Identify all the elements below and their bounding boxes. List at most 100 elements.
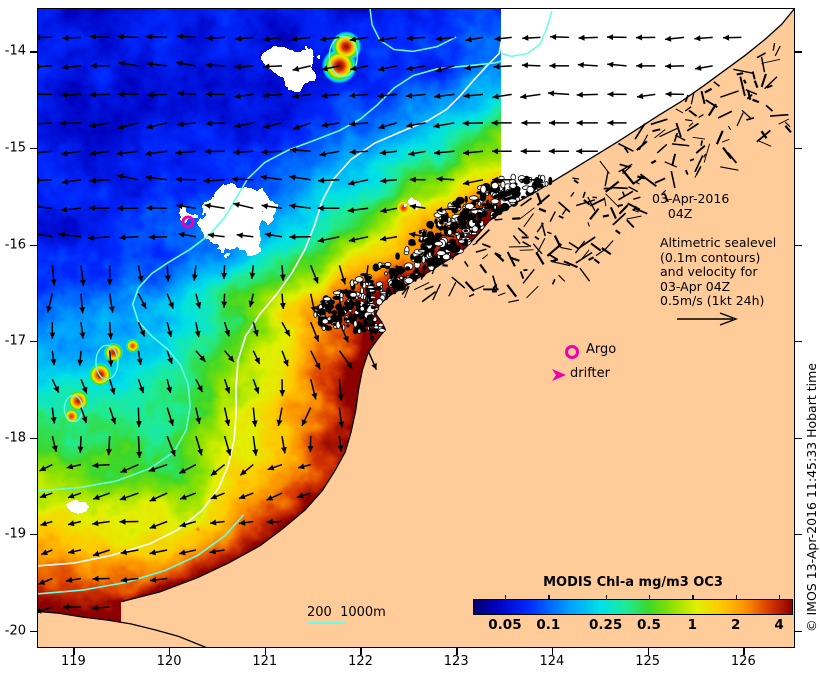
velocity-arrow — [205, 91, 225, 98]
velocity-arrow — [117, 205, 139, 212]
inlet — [656, 143, 668, 154]
inlet — [549, 211, 556, 223]
inlet — [593, 258, 600, 264]
velocity-arrow — [577, 62, 598, 68]
island — [418, 229, 422, 235]
velocity-arrow — [262, 92, 283, 99]
velocity-arrow — [234, 122, 254, 129]
velocity-arrow — [405, 92, 426, 99]
velocity-arrow — [249, 265, 256, 279]
colorbar-tick-label: 0.25 — [588, 617, 623, 633]
island — [324, 304, 330, 313]
velocity-arrow — [348, 236, 369, 243]
velocity-arrow — [178, 231, 197, 238]
island — [493, 194, 501, 199]
velocity-arrow — [67, 520, 82, 527]
velocity-arrow — [349, 120, 369, 127]
inlet — [557, 201, 571, 213]
island — [509, 182, 517, 189]
velocity-arrow — [548, 148, 570, 155]
x-tick-label: 120 — [156, 654, 182, 669]
inlet — [765, 104, 774, 112]
inlet — [627, 202, 641, 211]
island — [400, 268, 406, 273]
velocity-arrow — [177, 121, 196, 128]
y-tick-label: -14 — [4, 43, 26, 59]
velocity-arrow — [319, 36, 340, 43]
island — [458, 239, 466, 244]
velocity-arrow — [635, 34, 656, 41]
inlet — [751, 71, 756, 80]
inlet — [506, 284, 518, 298]
inlet — [468, 293, 475, 298]
velocity-arrow — [298, 463, 311, 470]
velocity-arrow — [266, 492, 283, 501]
island — [520, 195, 526, 199]
velocity-arrow — [195, 350, 206, 363]
inlet — [475, 228, 491, 244]
island — [344, 288, 348, 292]
velocity-arrow — [117, 91, 139, 98]
velocity-arrow — [261, 149, 283, 155]
inlet — [688, 122, 694, 127]
inlet — [575, 251, 593, 264]
velocity-arrow — [378, 122, 398, 130]
inlet — [621, 191, 626, 197]
velocity-arrow — [50, 350, 57, 366]
inlet — [663, 192, 669, 203]
island — [370, 305, 377, 310]
credit-text: © IMOS 13-Apr-2016 11:45:33 Hobart time — [804, 363, 819, 632]
inlet — [720, 90, 739, 98]
inlet — [522, 241, 532, 248]
inlet — [558, 215, 564, 219]
inlet — [632, 177, 643, 185]
velocity-arrow — [51, 435, 58, 453]
inlet — [535, 251, 545, 265]
velocity-arrow — [549, 119, 570, 126]
velocity-arrow — [491, 119, 512, 126]
inlet — [587, 222, 590, 227]
island — [544, 181, 549, 187]
inlet — [494, 218, 503, 221]
velocity-arrow — [58, 231, 82, 238]
inlet — [739, 76, 746, 97]
y-tick-right — [795, 534, 802, 536]
island — [498, 204, 504, 212]
inlet — [736, 72, 744, 76]
y-tick-right — [795, 341, 802, 343]
velocity-arrow — [146, 61, 168, 68]
inlet — [604, 171, 609, 187]
colorbar-tick — [692, 595, 694, 599]
velocity-arrow — [338, 350, 353, 370]
velocity-arrow — [606, 34, 627, 41]
velocity-arrow — [191, 265, 198, 281]
velocity-arrow — [408, 231, 426, 238]
inlet — [506, 251, 516, 267]
inlet — [745, 89, 758, 95]
inlet — [636, 140, 648, 151]
velocity-arrow — [50, 265, 57, 286]
colorbar-tick-label: 2 — [730, 617, 741, 633]
inlet — [561, 207, 568, 216]
velocity-arrow — [234, 93, 254, 100]
velocity-arrow — [136, 436, 143, 458]
inlet — [760, 56, 766, 73]
velocity-arrow — [223, 321, 231, 337]
inlet — [590, 242, 602, 252]
velocity-arrow — [194, 322, 201, 338]
inlet — [628, 186, 639, 193]
velocity-arrow — [367, 350, 378, 371]
velocity-arrow — [347, 179, 369, 186]
velocity-arrow — [235, 35, 254, 42]
inlet — [635, 207, 648, 215]
velocity-arrow — [231, 176, 254, 183]
inlet — [747, 90, 752, 101]
velocity-arrow — [492, 93, 512, 100]
velocity-arrow — [435, 35, 455, 42]
y-tick — [30, 437, 37, 439]
inlet — [463, 260, 469, 268]
velocity-arrow — [236, 232, 254, 239]
chlorophyll-raster — [37, 8, 795, 648]
contour-1000m-south — [37, 514, 245, 595]
